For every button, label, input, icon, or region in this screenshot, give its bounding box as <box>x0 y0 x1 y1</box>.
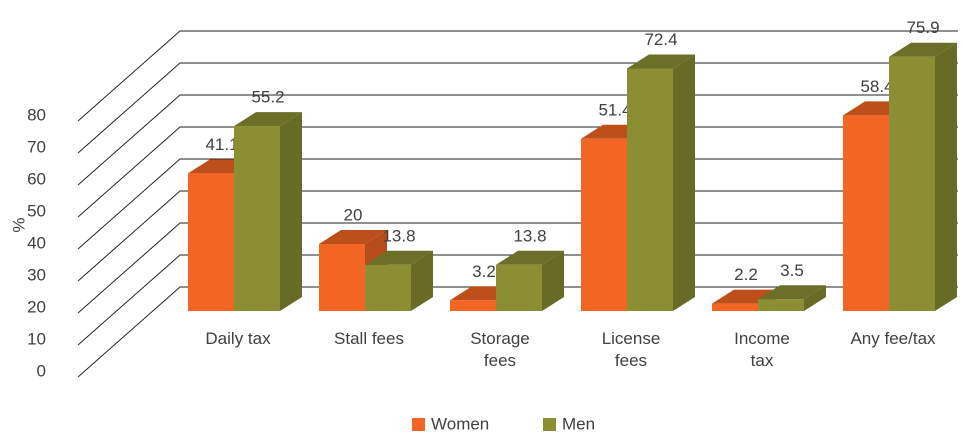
bar-front <box>496 264 542 311</box>
bar-front <box>319 244 365 311</box>
value-label: 72.4 <box>644 30 677 49</box>
bar-side <box>542 250 564 311</box>
bar-front <box>188 173 234 311</box>
legend-label: Women <box>431 414 489 433</box>
x-tick-label: Any fee/tax <box>850 329 936 348</box>
y-axis-label: % <box>9 217 28 232</box>
value-label: 2.2 <box>734 265 758 284</box>
y-tick-label: 20 <box>27 297 46 316</box>
grid-line <box>77 30 958 122</box>
bar-top <box>627 54 695 69</box>
grid-line <box>77 62 958 154</box>
grid-line <box>77 254 958 346</box>
bar-front <box>889 56 935 311</box>
value-label: 55.2 <box>251 88 284 107</box>
value-label: 75.9 <box>906 18 939 37</box>
bar-top <box>234 112 302 127</box>
y-tick-label: 0 <box>37 361 46 380</box>
y-tick-label: 50 <box>27 201 46 220</box>
bar-top <box>758 285 826 300</box>
legend-swatch <box>412 418 425 431</box>
value-label: 20 <box>344 205 363 224</box>
bar-top <box>889 42 957 57</box>
value-label: 3.5 <box>780 261 804 280</box>
y-tick-label: 10 <box>27 329 46 348</box>
bar-front <box>712 303 758 311</box>
bar-front <box>627 68 673 312</box>
value-label: 58.4 <box>860 77 893 96</box>
bar-top <box>319 230 387 244</box>
bar-front <box>450 300 496 311</box>
bar-side <box>804 285 826 311</box>
legend-swatch <box>543 418 556 431</box>
grid-line <box>77 94 958 186</box>
bar-front <box>758 299 804 311</box>
x-tick-label: License fees <box>601 329 661 371</box>
grid-line <box>77 158 958 250</box>
bar-front <box>234 126 280 311</box>
legend-label: Men <box>562 414 595 433</box>
grid-line <box>77 126 958 218</box>
bar-front <box>365 264 411 311</box>
value-label: 3.2 <box>472 262 496 281</box>
bar-side <box>411 250 433 311</box>
y-tick-label: 70 <box>27 137 46 156</box>
grid-line <box>77 222 958 314</box>
y-tick-label: 40 <box>27 233 46 252</box>
y-tick-label: 60 <box>27 169 46 188</box>
y-tick-label: 80 <box>27 105 46 124</box>
value-label: 51.4 <box>598 100 631 119</box>
bar-front <box>843 115 889 311</box>
grid-line <box>77 190 958 282</box>
bar-side <box>673 54 695 312</box>
bar-front <box>581 138 627 311</box>
bar-top <box>496 250 564 265</box>
bar-top <box>365 250 433 265</box>
y-tick-label: 30 <box>27 265 46 284</box>
bar-side <box>935 42 957 312</box>
grid-line <box>77 286 958 378</box>
value-label: 13.8 <box>382 226 415 245</box>
value-label: 41.1 <box>205 135 238 154</box>
x-tick-label: Daily tax <box>205 329 271 348</box>
bar-side <box>280 112 302 311</box>
x-tick-label: Storage fees <box>470 329 530 371</box>
value-label: 13.8 <box>513 226 546 245</box>
x-tick-label: Stall fees <box>334 329 404 348</box>
x-tick-label: Income tax <box>734 329 790 371</box>
